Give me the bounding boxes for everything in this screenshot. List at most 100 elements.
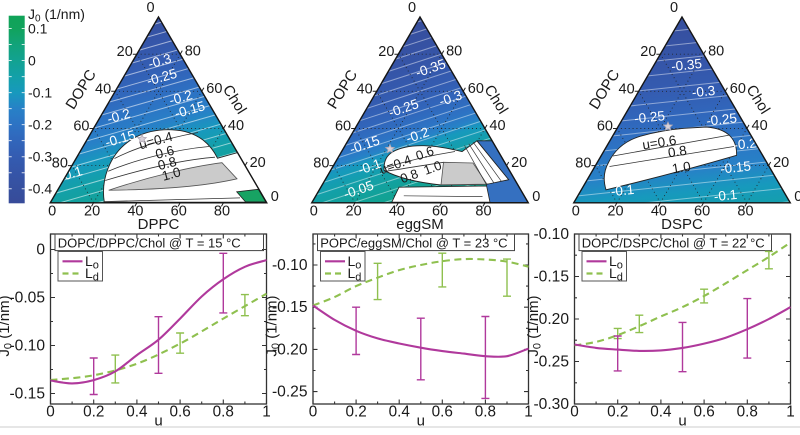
- svg-text:0.8: 0.8: [667, 143, 688, 161]
- svg-text:80: 80: [475, 203, 491, 219]
- svg-text:40: 40: [357, 81, 373, 97]
- svg-text:1.0: 1.0: [671, 159, 692, 177]
- svg-text:20: 20: [511, 155, 527, 171]
- svg-text:-0.2: -0.2: [28, 117, 52, 133]
- svg-text:80: 80: [575, 156, 591, 172]
- svg-text:POPC/eggSM/Chol @ T = 23 °C: POPC/eggSM/Chol @ T = 23 °C: [320, 236, 507, 251]
- svg-text:1: 1: [524, 404, 533, 421]
- svg-text:0.2: 0.2: [607, 404, 628, 421]
- svg-text:J0 (1/nm): J0 (1/nm): [264, 295, 283, 356]
- svg-text:0: 0: [46, 404, 55, 421]
- svg-text:0: 0: [36, 242, 45, 259]
- svg-text:-0.15: -0.15: [533, 269, 569, 286]
- svg-text:DOPC/DPPC/Chol @ T = 15 °C: DOPC/DPPC/Chol @ T = 15 °C: [58, 236, 241, 251]
- svg-text:-0.15: -0.15: [719, 158, 751, 176]
- svg-text:0.6: 0.6: [693, 404, 714, 421]
- svg-text:Chol: Chol: [480, 82, 511, 117]
- svg-text:0: 0: [28, 53, 36, 69]
- svg-text:-0.25: -0.25: [705, 110, 737, 128]
- svg-text:0: 0: [532, 189, 540, 205]
- svg-text:-0.35: -0.35: [670, 56, 702, 74]
- svg-text:80: 80: [313, 156, 329, 172]
- svg-text:60: 60: [468, 81, 484, 97]
- svg-text:J0 (1/nm): J0 (1/nm): [0, 295, 15, 356]
- svg-text:u: u: [154, 413, 162, 430]
- svg-text:-0.2: -0.2: [733, 135, 758, 152]
- svg-text:-0.05: -0.05: [9, 290, 45, 307]
- svg-text:-0.10: -0.10: [533, 226, 569, 243]
- svg-text:0: 0: [570, 404, 579, 421]
- svg-text:20: 20: [117, 44, 133, 60]
- svg-text:u: u: [678, 413, 686, 430]
- svg-text:DOPC/DSPC/Chol @ T = 22 °C: DOPC/DSPC/Chol @ T = 22 °C: [582, 236, 765, 251]
- svg-text:0.2: 0.2: [83, 404, 104, 421]
- svg-text:-0.4: -0.4: [28, 181, 52, 197]
- svg-text:20: 20: [346, 203, 362, 219]
- svg-text:DSPC: DSPC: [661, 216, 703, 233]
- svg-text:0.6: 0.6: [154, 143, 176, 162]
- svg-text:60: 60: [206, 81, 222, 97]
- svg-text:1.0: 1.0: [160, 164, 182, 183]
- svg-text:0.4: 0.4: [650, 404, 672, 421]
- svg-text:0: 0: [794, 189, 800, 205]
- svg-text:0.1: 0.1: [28, 21, 48, 37]
- svg-text:J0 (1/nm): J0 (1/nm): [525, 295, 544, 356]
- svg-text:40: 40: [389, 203, 405, 219]
- svg-text:40: 40: [228, 118, 244, 134]
- svg-text:80: 80: [737, 203, 753, 219]
- svg-text:-0.25: -0.25: [633, 108, 665, 126]
- svg-text:-0.1: -0.1: [28, 85, 52, 101]
- svg-text:60: 60: [597, 119, 613, 135]
- svg-text:1: 1: [262, 404, 271, 421]
- svg-text:40: 40: [619, 81, 635, 97]
- svg-text:80: 80: [708, 44, 724, 60]
- svg-text:-0.25: -0.25: [533, 354, 569, 371]
- svg-text:Chol: Chol: [742, 82, 773, 117]
- svg-text:Chol: Chol: [219, 82, 250, 117]
- svg-text:-0.10: -0.10: [9, 338, 45, 355]
- svg-text:80: 80: [185, 44, 201, 60]
- svg-text:-0.3: -0.3: [147, 51, 173, 72]
- svg-text:-0.15: -0.15: [9, 386, 45, 403]
- svg-text:0.6: 0.6: [169, 404, 190, 421]
- svg-text:0: 0: [271, 189, 279, 205]
- svg-text:0: 0: [572, 203, 580, 219]
- svg-text:20: 20: [640, 44, 656, 60]
- svg-text:-0.2: -0.2: [106, 106, 132, 127]
- svg-text:-0.15: -0.15: [272, 299, 308, 316]
- svg-text:-0.1: -0.1: [713, 187, 738, 204]
- svg-text:-0.25: -0.25: [272, 384, 308, 401]
- svg-text:0.8: 0.8: [475, 404, 496, 421]
- svg-text:0: 0: [309, 404, 318, 421]
- svg-text:J0 (1/nm): J0 (1/nm): [28, 6, 85, 25]
- svg-text:eggSM: eggSM: [396, 216, 444, 233]
- svg-text:80: 80: [214, 203, 230, 219]
- svg-text:u=0.6: u=0.6: [641, 132, 677, 152]
- svg-text:40: 40: [95, 81, 111, 97]
- svg-text:20: 20: [250, 155, 266, 171]
- svg-text:u: u: [417, 413, 425, 430]
- svg-text:0: 0: [408, 0, 416, 16]
- svg-text:-0.1: -0.1: [356, 156, 383, 178]
- svg-text:1: 1: [786, 404, 795, 421]
- svg-text:DPPC: DPPC: [138, 216, 180, 233]
- svg-text:-0.3: -0.3: [691, 83, 716, 100]
- svg-text:-0.20: -0.20: [533, 311, 569, 328]
- svg-text:-0.1: -0.1: [610, 182, 635, 199]
- svg-text:-0.10: -0.10: [272, 257, 308, 274]
- svg-text:1.0: 1.0: [422, 158, 444, 178]
- svg-text:0.6: 0.6: [432, 404, 453, 421]
- svg-text:40: 40: [651, 203, 667, 219]
- svg-text:60: 60: [694, 203, 710, 219]
- svg-text:80: 80: [52, 156, 68, 172]
- svg-text:0: 0: [670, 0, 678, 16]
- svg-text:0.8: 0.8: [398, 166, 420, 186]
- svg-text:-0.30: -0.30: [533, 396, 569, 413]
- svg-text:0: 0: [310, 203, 318, 219]
- svg-text:-0.3: -0.3: [28, 149, 52, 165]
- svg-text:60: 60: [335, 119, 351, 135]
- svg-text:0.2: 0.2: [345, 404, 366, 421]
- svg-text:60: 60: [171, 203, 187, 219]
- svg-text:0.6: 0.6: [414, 143, 436, 163]
- svg-text:20: 20: [84, 203, 100, 219]
